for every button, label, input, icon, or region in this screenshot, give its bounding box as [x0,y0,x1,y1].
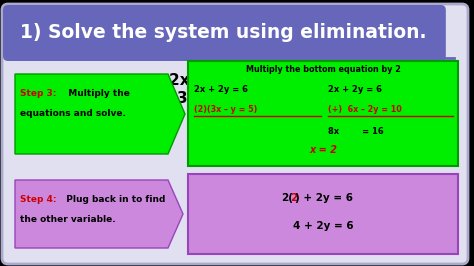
Text: 2x + 2y = 6: 2x + 2y = 6 [169,73,267,88]
FancyBboxPatch shape [3,5,446,61]
Text: 2x + 2y = 6: 2x + 2y = 6 [328,85,382,94]
Polygon shape [15,180,183,248]
Text: equations and solve.: equations and solve. [20,110,126,118]
Text: 1) Solve the system using elimination.: 1) Solve the system using elimination. [19,23,426,43]
Text: Multiply the bottom equation by 2: Multiply the bottom equation by 2 [246,65,401,74]
Text: (2)(3x – y = 5): (2)(3x – y = 5) [194,106,257,114]
Text: 3x – y = 5: 3x – y = 5 [177,90,259,106]
Text: Step 4:: Step 4: [20,196,56,205]
Text: Plug back in to find: Plug back in to find [60,196,165,205]
Text: 4 + 2y = 6: 4 + 2y = 6 [292,221,353,231]
Text: Step 3:: Step 3: [20,89,56,98]
Text: Multiply the: Multiply the [62,89,130,98]
Text: (+)  6x – 2y = 10: (+) 6x – 2y = 10 [328,106,402,114]
Text: 2(: 2( [281,193,293,203]
Text: 2: 2 [290,193,297,203]
Text: 8x        = 16: 8x = 16 [328,127,384,135]
Text: x = 2: x = 2 [309,145,337,155]
FancyBboxPatch shape [188,61,458,166]
Text: 2x + 2y = 6: 2x + 2y = 6 [194,85,248,94]
Text: ) + 2y = 6: ) + 2y = 6 [295,193,353,203]
FancyBboxPatch shape [2,4,468,264]
Polygon shape [15,74,185,154]
FancyBboxPatch shape [188,174,458,254]
Text: the other variable.: the other variable. [20,215,116,225]
